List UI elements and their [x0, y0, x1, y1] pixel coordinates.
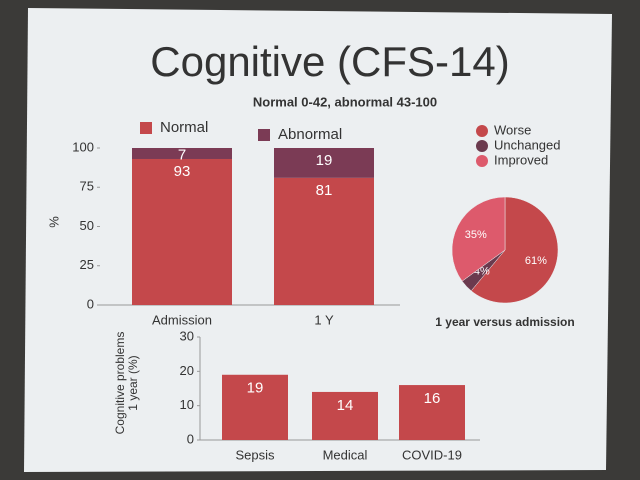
y-tick-label: 20 — [180, 363, 194, 378]
y-tick-label: 100 — [72, 139, 94, 154]
legend-label: Unchanged — [494, 137, 561, 152]
value-label: 7 — [178, 146, 186, 163]
y-axis-label: Cognitive problems 1 year (%) — [113, 331, 140, 435]
legend-swatch — [258, 129, 270, 141]
pie-slice — [470, 196, 559, 304]
bar — [399, 385, 465, 440]
y-tick-label: 0 — [87, 296, 94, 311]
legend-swatch — [476, 125, 488, 137]
y-tick-label: 75 — [80, 179, 94, 194]
slide-subtitle: Normal 0-42, abnormal 43-100 — [253, 94, 437, 109]
y-tick-label: 50 — [80, 218, 94, 233]
legend-label: Normal — [160, 119, 208, 136]
value-label: 16 — [424, 390, 441, 407]
legend-swatch — [476, 155, 488, 167]
legend-swatch — [140, 122, 152, 134]
bar — [312, 391, 378, 440]
x-tick-label: Sepsis — [235, 447, 275, 462]
x-tick-label: Medical — [323, 447, 368, 462]
value-label: 35% — [465, 229, 487, 241]
value-label: 61% — [525, 255, 547, 267]
bar-segment — [132, 158, 232, 305]
bar-segment — [132, 148, 232, 159]
y-tick-label: 0 — [187, 431, 194, 446]
pie-slice — [451, 196, 506, 282]
legend-label: Worse — [494, 122, 531, 137]
value-label: 14 — [337, 397, 354, 414]
y-tick-label: 10 — [180, 397, 194, 412]
legend-label: Abnormal — [278, 126, 342, 143]
value-label: 81 — [316, 182, 333, 199]
x-tick-label: COVID-19 — [402, 447, 462, 462]
legend-swatch — [476, 140, 488, 152]
value-label: 19 — [247, 380, 264, 397]
y-axis-label: % — [46, 216, 61, 228]
bar-segment — [274, 177, 374, 305]
slide-title: Cognitive (CFS-14) — [150, 38, 509, 85]
value-label: 19 — [316, 152, 333, 169]
y-tick-label: 25 — [80, 257, 94, 272]
bar-segment — [274, 148, 374, 178]
y-tick-label: 30 — [180, 328, 194, 343]
pie-title: 1 year versus admission — [435, 315, 574, 329]
x-tick-label: Admission — [152, 312, 212, 327]
value-label: 93 — [174, 163, 191, 180]
legend-label: Improved — [494, 152, 548, 167]
bar — [222, 374, 288, 440]
x-tick-label: 1 Y — [314, 312, 334, 327]
